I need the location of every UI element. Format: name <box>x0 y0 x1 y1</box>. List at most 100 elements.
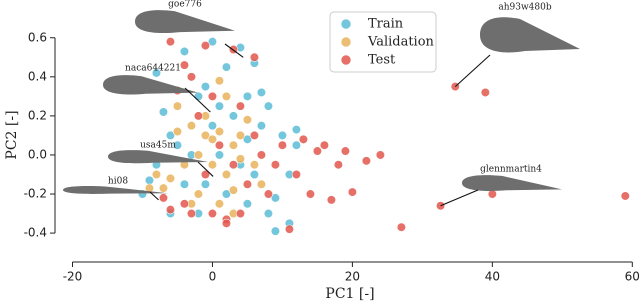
y-tick-label: 0.4 <box>28 69 47 83</box>
point <box>193 91 204 101</box>
point <box>172 140 183 150</box>
point <box>200 179 211 189</box>
point <box>319 140 330 150</box>
annotation-line <box>440 189 479 207</box>
point <box>207 37 218 47</box>
annotation-label: naca644221 <box>125 64 181 74</box>
point <box>256 179 267 189</box>
point <box>249 160 260 170</box>
point <box>221 62 232 72</box>
y-tick-label: 0.6 <box>28 30 47 44</box>
point <box>263 208 274 219</box>
airfoil-shape <box>108 150 208 164</box>
point <box>193 150 204 160</box>
point <box>165 205 176 215</box>
airfoil-shape <box>103 75 198 95</box>
point <box>480 87 490 98</box>
y-tick-label: -0.2 <box>24 187 47 201</box>
annotation-line <box>184 87 211 113</box>
point <box>291 124 302 135</box>
legend-label: Test <box>368 53 396 68</box>
point <box>277 140 288 150</box>
point <box>256 87 267 98</box>
point <box>242 134 253 144</box>
point <box>242 115 253 125</box>
point <box>375 150 385 160</box>
y-tick-label: 0.2 <box>28 108 47 122</box>
point <box>228 160 239 170</box>
point <box>179 199 190 209</box>
legend-label: Train <box>368 17 404 32</box>
point <box>620 191 630 201</box>
point <box>186 121 197 131</box>
point <box>207 208 218 219</box>
point <box>270 193 281 203</box>
x-tick-label: 60 <box>625 270 640 284</box>
point <box>221 169 232 180</box>
point <box>270 226 281 236</box>
point <box>487 189 497 199</box>
x-tick-label: 20 <box>345 270 360 284</box>
y-axis-label: PC2 [-] <box>4 110 20 159</box>
point <box>221 189 232 199</box>
point <box>179 60 190 70</box>
point <box>214 199 225 209</box>
airfoil-shape <box>63 186 168 194</box>
point <box>200 40 211 51</box>
point <box>172 126 183 137</box>
point <box>179 46 190 57</box>
point <box>305 189 316 199</box>
point <box>214 76 225 86</box>
point <box>242 199 253 209</box>
airfoil-shape <box>462 175 562 191</box>
point <box>193 111 204 121</box>
annotation-line <box>224 43 244 58</box>
annotation-line <box>149 191 159 201</box>
point <box>200 81 211 92</box>
point <box>235 130 246 141</box>
point <box>326 195 337 205</box>
y-tick-label: -0.4 <box>24 226 47 240</box>
point <box>228 140 239 150</box>
point <box>186 72 197 82</box>
point <box>291 169 302 180</box>
legend-marker <box>340 36 352 48</box>
point <box>207 134 218 144</box>
point <box>284 224 295 234</box>
point <box>228 111 239 121</box>
annotation-line <box>197 161 214 177</box>
annotation-line <box>454 54 491 88</box>
point <box>347 187 357 197</box>
x-axis-label: PC1 [-] <box>325 286 374 302</box>
point <box>277 130 288 141</box>
point <box>200 169 211 180</box>
airfoil-shape <box>135 10 235 34</box>
point <box>256 150 267 160</box>
point <box>221 218 232 228</box>
point <box>291 140 302 150</box>
point <box>221 91 232 101</box>
point <box>144 175 155 185</box>
point <box>263 101 274 111</box>
legend: Train Validation Test <box>329 11 437 73</box>
point <box>235 154 246 164</box>
point <box>228 185 239 195</box>
point <box>249 130 260 141</box>
point <box>242 91 253 101</box>
point <box>158 193 169 203</box>
point <box>179 179 190 189</box>
point <box>207 160 218 170</box>
point <box>207 121 218 131</box>
legend-box <box>329 11 437 73</box>
point <box>333 160 344 170</box>
point <box>207 91 218 101</box>
legend-label: Validation <box>367 35 435 50</box>
point <box>270 160 281 170</box>
point <box>263 189 274 199</box>
point <box>151 68 162 78</box>
airfoil-shape <box>480 17 580 53</box>
point <box>172 101 183 111</box>
point <box>151 169 162 180</box>
point <box>298 134 309 144</box>
